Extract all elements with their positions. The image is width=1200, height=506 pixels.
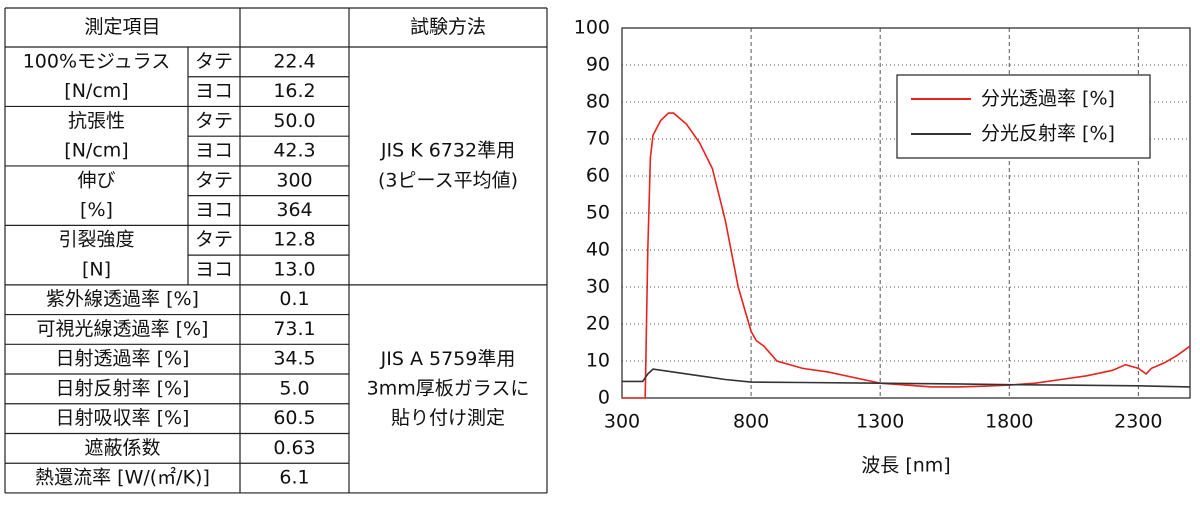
cell-text: 紫外線透過率 [%] xyxy=(46,288,199,310)
y-tick-label: 100 xyxy=(574,17,610,39)
cell-text: 日射吸収率 [%] xyxy=(56,407,190,429)
cell-text: 50.0 xyxy=(273,110,315,132)
cell-text: 抗張性 xyxy=(68,110,125,132)
cell-text: タテ xyxy=(195,50,233,72)
cell-text: 0.63 xyxy=(273,437,315,459)
cell-text: (3ピース平均値) xyxy=(378,169,518,191)
cell-text: 日射反射率 [%] xyxy=(56,377,190,399)
cell-text: ヨコ xyxy=(195,80,233,102)
cell-text: 日射透過率 [%] xyxy=(56,348,190,370)
cell-text: JIS A 5759準用 xyxy=(380,348,516,370)
cell-text: 16.2 xyxy=(273,80,315,102)
y-tick-label: 60 xyxy=(586,165,610,187)
cell-text: 引裂強度 xyxy=(58,229,134,251)
cell-text: 伸び xyxy=(77,169,115,191)
x-axis-label: 波長 [nm] xyxy=(861,455,950,477)
y-tick-label: 40 xyxy=(586,239,610,261)
cell-text: 可視光線透過率 [%] xyxy=(37,318,209,340)
y-tick-label: 90 xyxy=(586,54,610,76)
cell-text: [%] xyxy=(80,199,113,221)
x-tick-label: 2300 xyxy=(1114,411,1162,433)
legend-box xyxy=(896,74,1151,159)
header-text: 試験方法 xyxy=(410,16,486,38)
cell-text: 34.5 xyxy=(273,348,315,370)
cell-text: 0.1 xyxy=(279,288,309,310)
cell-text: 300 xyxy=(276,169,312,191)
cell-text: JIS K 6732準用 xyxy=(380,139,515,161)
cell-text: タテ xyxy=(195,229,233,251)
header-text: 測定項目 xyxy=(84,16,160,38)
cell-text: タテ xyxy=(195,169,233,191)
cell-text: 熱還流率 [W/(㎡/K)] xyxy=(35,466,210,489)
y-tick-label: 50 xyxy=(586,202,610,224)
x-tick-label: 800 xyxy=(733,411,769,433)
x-tick-label: 300 xyxy=(604,411,640,433)
cell-text: 364 xyxy=(276,199,312,221)
cell-text: タテ xyxy=(195,110,233,132)
cell-text: [N/cm] xyxy=(64,140,128,162)
cell-text: 遮蔽係数 xyxy=(84,437,160,459)
y-tick-label: 0 xyxy=(598,387,610,409)
cell-text: ヨコ xyxy=(195,258,233,280)
series-line xyxy=(622,112,1191,399)
cell-text: 60.5 xyxy=(273,407,315,429)
cell-text: 100%モジュラス xyxy=(23,50,171,72)
cell-text: 73.1 xyxy=(273,318,315,340)
cell-text: 12.8 xyxy=(273,229,315,251)
y-tick-label: 80 xyxy=(586,91,610,113)
cell-text: ヨコ xyxy=(195,140,233,162)
x-tick-label: 1300 xyxy=(856,411,904,433)
plot-frame xyxy=(621,27,1191,399)
cell-text: [N/cm] xyxy=(64,80,128,102)
y-tick-label: 10 xyxy=(586,350,610,372)
cell-text: ヨコ xyxy=(195,199,233,221)
y-tick-label: 30 xyxy=(586,276,610,298)
cell-text: 13.0 xyxy=(273,258,315,280)
cell-text: 22.4 xyxy=(273,50,315,72)
cell-text: 6.1 xyxy=(279,467,309,489)
cell-text: [N] xyxy=(82,258,111,280)
cell-text: 42.3 xyxy=(273,140,315,162)
cell-text: 3mm厚板ガラスに xyxy=(367,377,530,399)
legend-label: 分光反射率 [%] xyxy=(981,123,1115,145)
y-tick-label: 70 xyxy=(586,128,610,150)
cell-text: 貼り付け測定 xyxy=(391,407,505,429)
y-tick-label: 20 xyxy=(586,313,610,335)
x-tick-label: 1800 xyxy=(985,411,1033,433)
legend-label: 分光透過率 [%] xyxy=(981,88,1115,110)
series-line xyxy=(622,368,1191,388)
cell-text: 5.0 xyxy=(279,377,309,399)
